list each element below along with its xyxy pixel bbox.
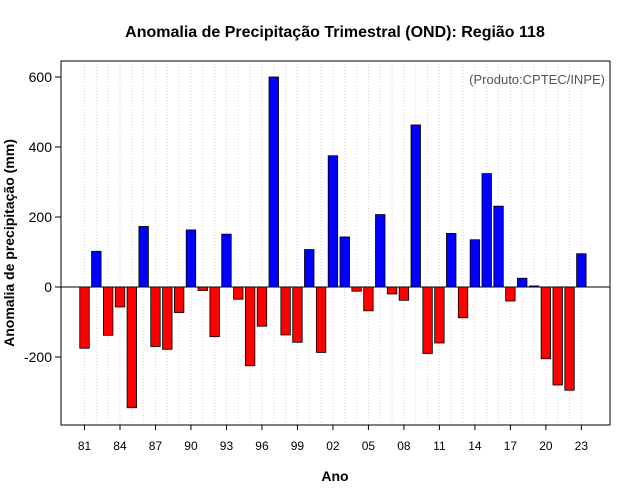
grid-lines xyxy=(84,61,582,425)
bar-2015 xyxy=(481,173,492,288)
y-tick-label: 400 xyxy=(29,139,53,155)
bar-2011 xyxy=(434,286,445,344)
bar-2004 xyxy=(351,286,362,292)
bar-2007 xyxy=(386,286,398,295)
x-tick-label: 96 xyxy=(255,439,269,453)
bar-1984 xyxy=(114,286,126,308)
bar-2016 xyxy=(493,205,504,288)
bar-2005 xyxy=(363,286,374,312)
bar-2003 xyxy=(339,236,350,288)
bar-2010 xyxy=(422,286,433,354)
x-tick-label: 14 xyxy=(468,439,482,453)
bar-2023 xyxy=(576,253,587,288)
bar-1989 xyxy=(173,286,185,313)
bar-2001 xyxy=(315,286,327,353)
bar-2018 xyxy=(517,277,528,288)
x-tick-label: 11 xyxy=(433,439,446,453)
bar-1994 xyxy=(233,286,244,300)
bar-2008 xyxy=(398,286,410,301)
bar-2006 xyxy=(375,214,386,288)
bar-1996 xyxy=(256,286,268,327)
bar-1982 xyxy=(91,250,102,288)
y-tick-label: -200 xyxy=(24,349,52,365)
bar-2012 xyxy=(446,233,457,288)
bar-2009 xyxy=(410,124,421,288)
bar-2019 xyxy=(528,285,540,288)
x-tick-label: 20 xyxy=(539,439,553,453)
bar-1988 xyxy=(162,286,173,350)
bar-1990 xyxy=(185,229,197,288)
bar-1986 xyxy=(138,226,149,288)
x-tick-label: 81 xyxy=(78,439,92,453)
bar-1991 xyxy=(197,286,208,291)
bar-1993 xyxy=(221,233,232,288)
bars xyxy=(79,76,587,409)
bar-2021 xyxy=(552,286,563,386)
bar-1992 xyxy=(209,286,220,338)
x-tick-label: 93 xyxy=(220,439,234,453)
bar-1997 xyxy=(268,76,279,288)
y-tick-label: 200 xyxy=(29,209,53,225)
bar-2022 xyxy=(564,286,575,391)
bar-1985 xyxy=(126,286,137,409)
y-axis: -200 0 200 400 600 xyxy=(24,69,61,365)
y-tick-label: 600 xyxy=(29,69,53,85)
x-tick-label: 84 xyxy=(113,439,127,453)
bar-2020 xyxy=(540,286,552,360)
x-tick-label: 02 xyxy=(326,439,340,453)
bar-1999 xyxy=(292,286,303,343)
y-axis-label: Anomalia de precipitação (mm) xyxy=(1,139,17,347)
bar-1981 xyxy=(79,286,90,349)
x-tick-label: 99 xyxy=(291,439,305,453)
bar-1998 xyxy=(280,286,291,336)
bar-2017 xyxy=(505,286,516,302)
bar-1983 xyxy=(103,286,114,336)
x-tick-label: 23 xyxy=(575,439,589,453)
y-tick-label: 0 xyxy=(44,279,52,295)
source-annotation: (Produto:CPTEC/INPE) xyxy=(469,72,605,87)
bar-2014 xyxy=(469,239,481,288)
x-axis: 81 84 87 90 93 96 99 02 05 08 11 14 17 20 23 xyxy=(78,425,589,453)
chart-title: Anomalia de Precipitação Trimestral (OND… xyxy=(125,24,545,41)
bar-1987 xyxy=(150,286,161,347)
x-tick-label: 90 xyxy=(184,439,198,453)
x-tick-label: 17 xyxy=(504,439,518,453)
x-tick-label: 87 xyxy=(149,439,163,453)
x-tick-label: 08 xyxy=(397,439,411,453)
bar-2000 xyxy=(304,249,315,288)
x-tick-label: 05 xyxy=(362,439,376,453)
plot-frame xyxy=(60,60,611,426)
bar-2013 xyxy=(457,286,469,319)
bar-1995 xyxy=(244,286,256,367)
bar-2002 xyxy=(327,155,339,288)
x-axis-label: Ano xyxy=(321,468,348,484)
